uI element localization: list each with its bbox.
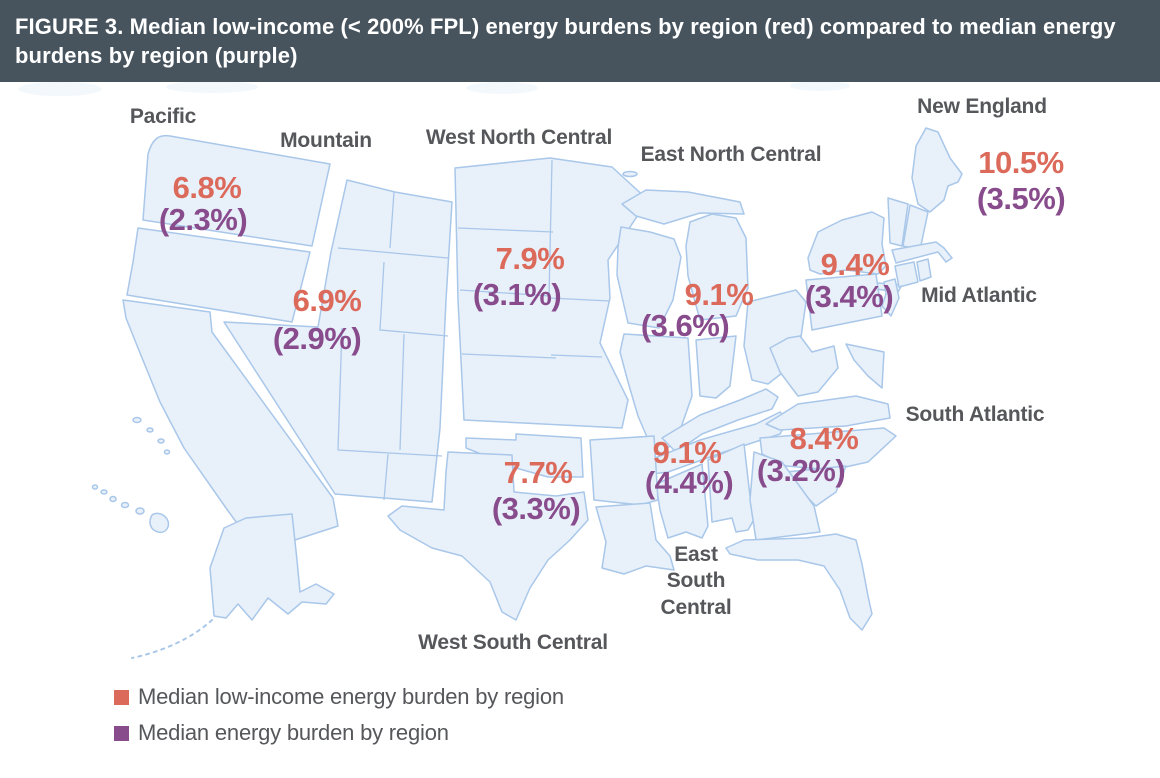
legend-label-median: Median energy burden by region (138, 720, 449, 745)
value-median-mountain: (2.9%) (272, 321, 362, 356)
region-west-north-central (454, 157, 649, 429)
region-east-south-central (649, 388, 789, 539)
region-label-east-north-central: East North Central (640, 143, 822, 166)
region-label-east-south-central: East South Central (660, 543, 732, 619)
state-texas (387, 451, 589, 621)
region-label-west-north-central: West North Central (425, 126, 613, 149)
state-new-york (807, 211, 887, 275)
state-west-virginia (769, 335, 839, 397)
region-pacific (91, 134, 339, 659)
region-label-pacific: Pacific (129, 105, 197, 128)
value-median-new-england: (3.5%) (976, 181, 1066, 216)
isle-royale (622, 170, 638, 178)
value-low-income-mid-atlantic: 9.4% (820, 247, 890, 282)
state-michigan-upper (621, 189, 745, 225)
region-label-mid-atlantic: Mid Atlantic (921, 284, 1037, 307)
state-michigan-mitten (685, 213, 749, 321)
region-label-mountain: Mountain (280, 129, 372, 152)
state-kentucky (661, 388, 779, 453)
state-wisconsin (616, 226, 682, 329)
state-pennsylvania (805, 273, 883, 331)
figure-title-bar: FIGURE 3. Median low-income (< 200% FPL)… (0, 0, 1160, 82)
state-hawaii (91, 484, 170, 534)
aleutian-islands (131, 619, 213, 659)
value-low-income-west-south-central: 7.7% (503, 455, 573, 490)
state-washington (142, 134, 331, 247)
value-low-income-pacific: 6.8% (172, 170, 242, 205)
value-low-income-east-north-central: 9.1% (684, 277, 754, 312)
legend-item-median: Median energy burden by region (114, 720, 564, 746)
state-illinois (619, 333, 693, 456)
legend: Median low-income energy burden by regio… (114, 684, 564, 756)
state-connecticut (894, 261, 919, 288)
state-massachusetts (891, 241, 953, 264)
state-alabama (707, 443, 757, 533)
channel-islands (132, 416, 171, 455)
value-low-income-west-north-central: 7.9% (495, 241, 565, 276)
value-low-income-east-south-central: 9.1% (652, 435, 722, 470)
state-indiana (695, 335, 737, 399)
region-mid-atlantic (805, 211, 903, 331)
state-vermont (887, 197, 909, 247)
region-west-south-central (387, 433, 675, 621)
state-mississippi (655, 463, 709, 539)
faint-border-shapes (18, 81, 850, 96)
region-label-new-england: New England (917, 95, 1047, 118)
figure-title: FIGURE 3. Median low-income (< 200% FPL)… (15, 14, 1116, 69)
value-median-west-north-central: (3.1%) (472, 277, 562, 312)
mountain-outline (223, 179, 453, 503)
value-median-west-south-central: (3.3%) (491, 491, 581, 526)
value-median-mid-atlantic: (3.4%) (804, 279, 894, 314)
region-mountain (223, 179, 453, 503)
value-low-income-new-england: 10.5% (978, 145, 1064, 180)
state-georgia (749, 451, 821, 541)
value-low-income-south-atlantic: 8.4% (789, 421, 859, 456)
legend-swatch-red (114, 689, 129, 705)
state-maine (911, 127, 963, 213)
value-median-east-south-central: (4.4%) (644, 465, 734, 500)
region-south-atlantic (725, 335, 897, 631)
state-louisiana (595, 502, 675, 575)
region-east-north-central (616, 170, 807, 456)
state-florida (725, 533, 873, 631)
region-label-west-south-central: West South Central (418, 631, 608, 654)
legend-swatch-purple (114, 725, 129, 741)
value-median-east-north-central: (3.6%) (640, 308, 730, 343)
region-label-south-atlantic: South Atlantic (905, 403, 1045, 426)
state-virginia (765, 395, 891, 431)
value-low-income-mountain: 6.9% (292, 283, 362, 318)
value-median-south-atlantic: (3.2%) (756, 453, 846, 488)
west-north-central-outline (454, 157, 649, 429)
state-oregon (126, 227, 311, 323)
value-median-pacific: (2.3%) (158, 202, 248, 237)
legend-label-low-income: Median low-income energy burden by regio… (138, 684, 564, 709)
state-alaska (209, 513, 335, 621)
state-rhode-island (916, 258, 932, 282)
state-maryland-delaware (845, 343, 885, 389)
state-new-jersey (881, 278, 900, 317)
region-new-england (887, 127, 963, 288)
legend-item-low-income: Median low-income energy burden by regio… (114, 684, 564, 710)
